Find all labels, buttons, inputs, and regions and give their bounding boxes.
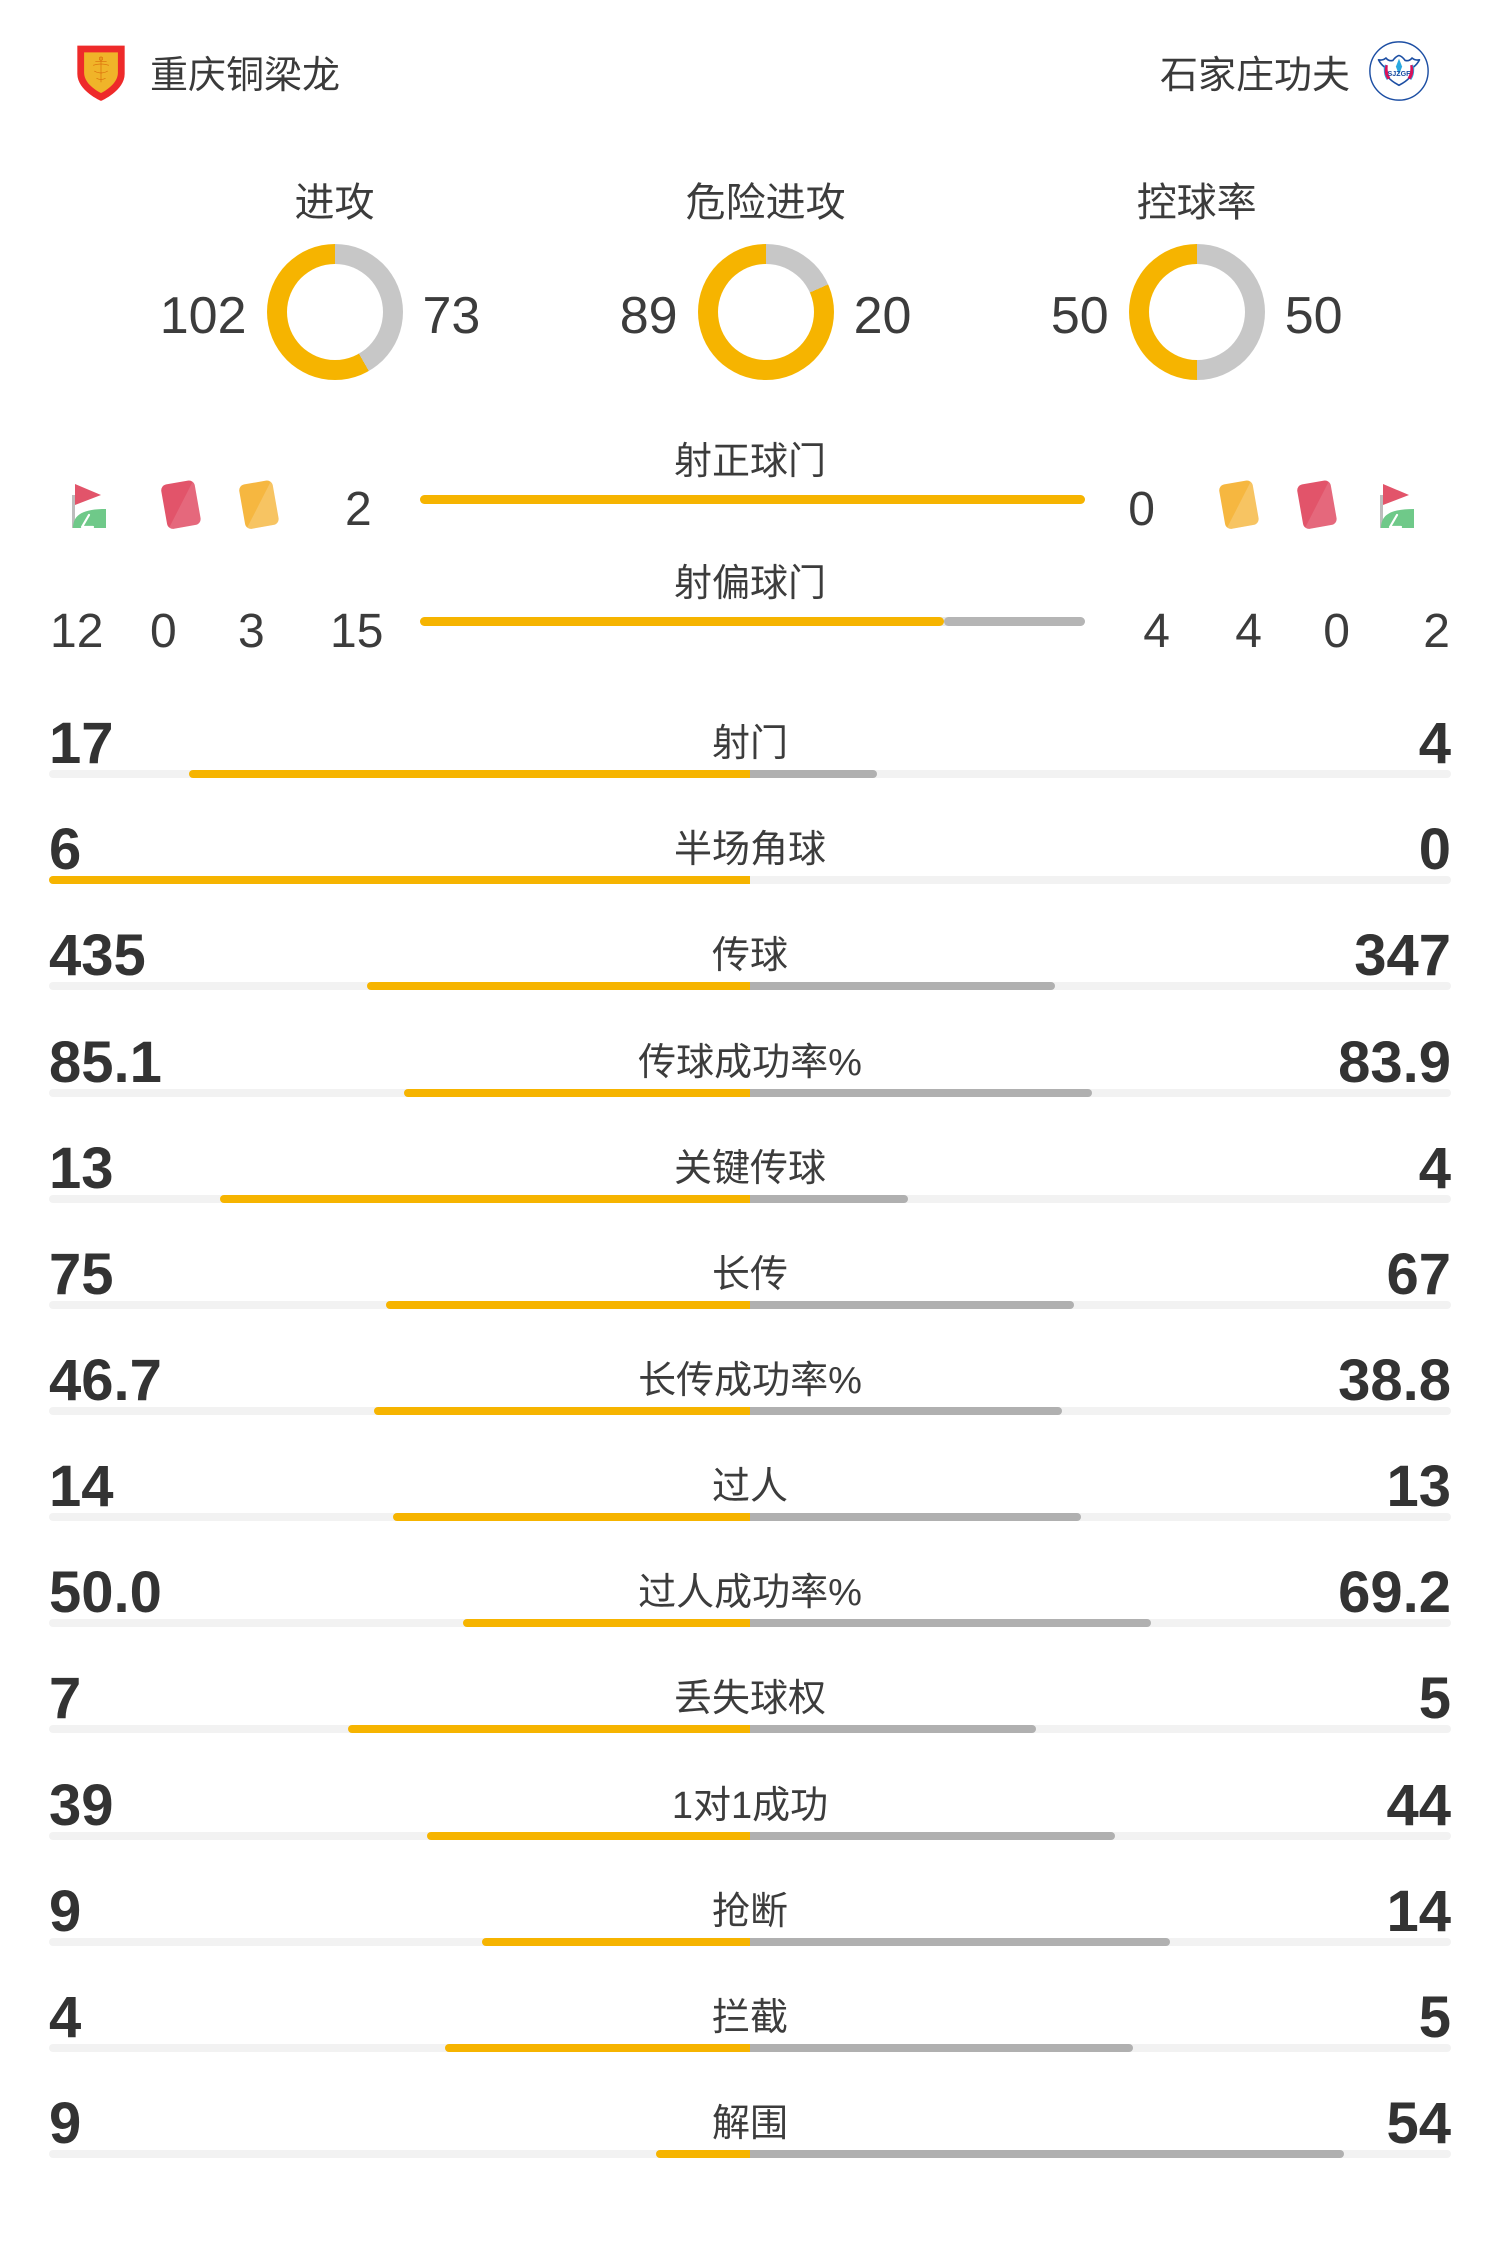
svg-text:SJZGF: SJZGF [1388, 70, 1412, 78]
